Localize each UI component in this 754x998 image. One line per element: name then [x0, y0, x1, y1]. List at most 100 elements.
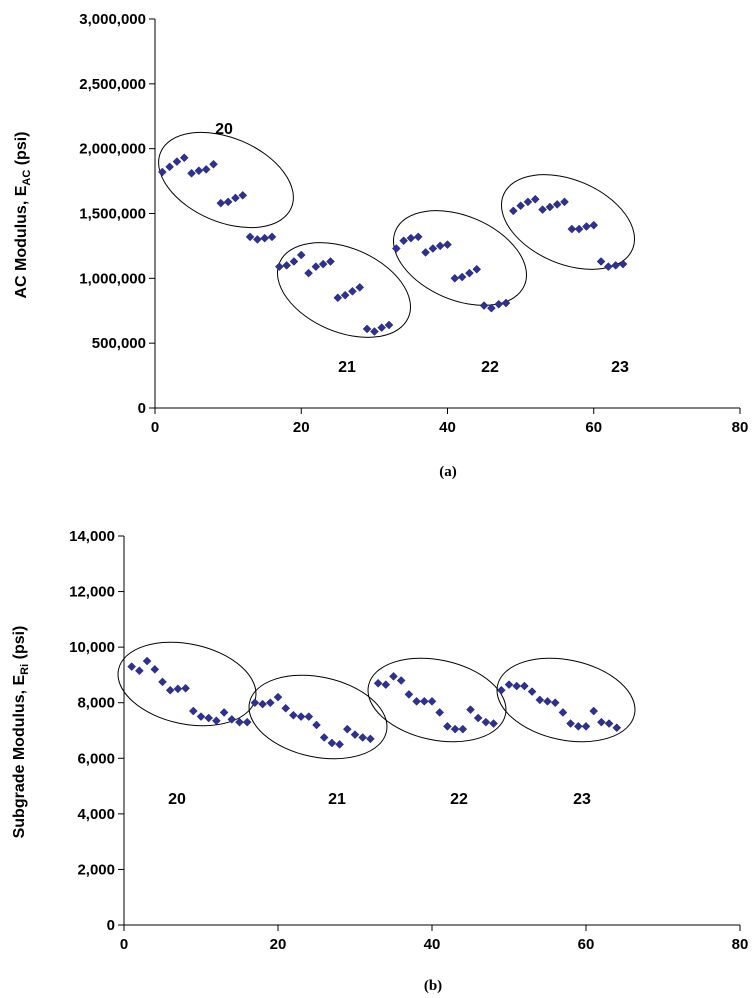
data-point	[574, 224, 584, 234]
data-point	[204, 713, 214, 723]
y-tick-label: 2,500,000	[79, 76, 146, 93]
y-tick-label: 14,000	[69, 528, 115, 545]
data-point	[391, 244, 401, 253]
data-point	[289, 257, 299, 266]
data-point	[582, 222, 591, 231]
group-ellipse-21	[277, 242, 411, 338]
data-point	[597, 717, 606, 727]
data-point	[604, 719, 614, 728]
data-point	[435, 708, 445, 717]
data-point	[427, 696, 437, 706]
y-tick-label: 500,000	[92, 335, 146, 352]
data-point	[223, 197, 233, 207]
data-point	[612, 723, 622, 733]
data-point	[340, 290, 350, 300]
group-label-22: 22	[481, 359, 499, 376]
data-point	[566, 719, 575, 728]
data-point	[573, 721, 583, 731]
data-point	[242, 717, 252, 727]
caption-b: (b)	[424, 978, 442, 994]
y-tick-label: 0	[107, 917, 115, 934]
group-ellipses-a	[158, 131, 635, 338]
data-point	[366, 734, 375, 744]
y-tick-label: 12,000	[69, 584, 115, 601]
data-point	[281, 703, 291, 713]
data-point	[581, 721, 591, 731]
data-point	[377, 323, 387, 332]
group-ellipse-20	[117, 641, 257, 727]
data-point	[466, 705, 475, 715]
data-point	[265, 698, 275, 708]
data-point	[304, 268, 313, 278]
data-point	[327, 738, 337, 748]
data-point	[311, 262, 321, 272]
data-point	[560, 197, 569, 207]
data-point	[527, 687, 537, 696]
y-tick-label: 10,000	[69, 639, 115, 656]
group-ellipse-22	[367, 657, 507, 743]
y-axis-label-a: AC Modulus, EAC (psi)	[13, 132, 33, 299]
group-label-20: 20	[215, 121, 233, 138]
data-point	[384, 320, 394, 330]
data-point	[419, 696, 429, 706]
data-point	[188, 706, 198, 716]
x-tick-label: 40	[439, 419, 456, 436]
data-point	[219, 708, 229, 717]
data-point	[501, 298, 511, 308]
data-point	[319, 733, 329, 742]
data-point	[373, 678, 383, 688]
data-point	[558, 708, 568, 717]
data-point	[604, 262, 613, 272]
data-point	[209, 159, 218, 169]
data-point	[173, 684, 183, 694]
group-label-23: 23	[611, 359, 629, 376]
data-point	[481, 717, 491, 727]
y-axis-label-b: Subgrade Modulus, ERi (psi)	[11, 626, 31, 839]
data-point	[399, 236, 408, 246]
data-point	[238, 190, 248, 200]
data-point	[516, 201, 525, 211]
data-point	[348, 286, 357, 296]
data-point	[260, 233, 270, 243]
data-point	[589, 706, 599, 716]
data-point	[538, 205, 547, 214]
data-point	[457, 272, 467, 282]
data-point	[552, 200, 562, 209]
data-point	[165, 162, 174, 172]
data-point	[282, 261, 291, 270]
data-point	[289, 710, 298, 720]
data-point	[596, 257, 606, 266]
data-point	[127, 662, 137, 671]
data-point	[165, 685, 175, 695]
x-tick-label: 60	[585, 419, 602, 436]
data-point	[235, 717, 244, 727]
data-point	[465, 268, 474, 278]
data-point	[326, 257, 335, 266]
x-tick-label: 20	[270, 936, 287, 953]
data-point	[231, 193, 240, 203]
data-point	[194, 166, 204, 176]
y-tick-label: 3,000,000	[79, 11, 146, 28]
y-tick-label: 1,500,000	[79, 206, 146, 223]
y-tick-label: 2,000	[77, 861, 115, 878]
data-point	[413, 232, 423, 242]
group-ellipse-23	[496, 657, 636, 743]
data-point	[187, 168, 196, 178]
data-point	[389, 671, 398, 681]
group-label-20: 20	[168, 791, 186, 808]
data-point	[267, 232, 277, 242]
data-point	[135, 666, 144, 676]
data-point	[342, 724, 352, 734]
data-point	[450, 724, 460, 734]
data-point	[296, 250, 306, 260]
data-point	[550, 698, 560, 708]
data-point	[473, 713, 483, 723]
data-point	[489, 719, 498, 728]
data-point	[312, 720, 321, 730]
x-tick-label: 60	[578, 936, 595, 953]
data-point	[412, 696, 421, 706]
data-point	[435, 241, 445, 251]
y-tick-label: 8,000	[77, 695, 115, 712]
data-point	[158, 677, 167, 687]
